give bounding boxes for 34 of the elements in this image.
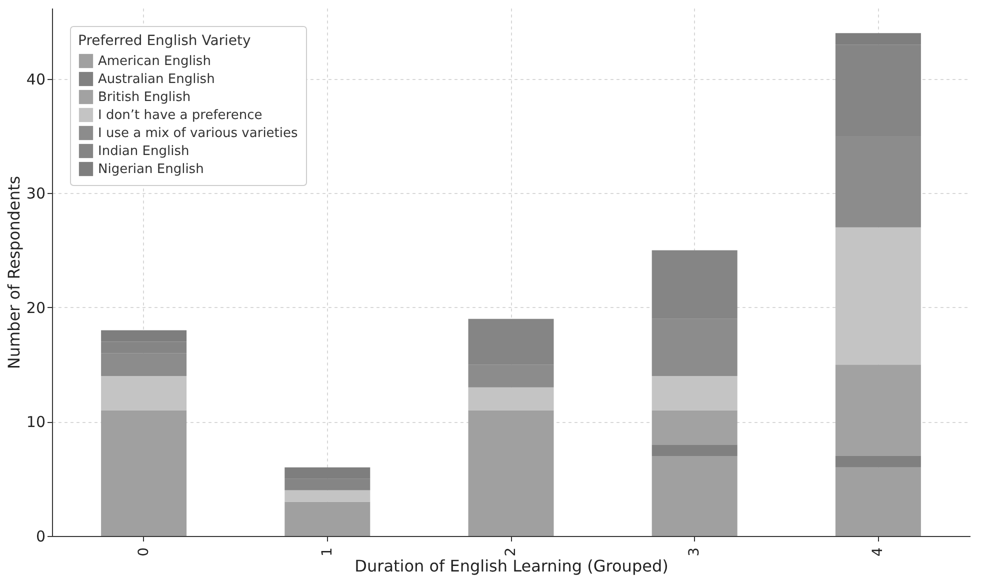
legend-label: I use a mix of various varieties <box>98 126 298 141</box>
bar <box>835 364 921 456</box>
y-tick-label: 40 <box>26 70 46 88</box>
x-tick-label: 1 <box>319 548 336 556</box>
legend-title: Preferred English Variety <box>78 33 251 49</box>
y-tick-label: 10 <box>26 413 46 432</box>
bar <box>652 410 738 445</box>
y-tick-label: 0 <box>36 528 46 546</box>
x-tick-label: 3 <box>686 548 703 556</box>
bar <box>101 410 187 536</box>
x-axis-title: Duration of English Learning (Grouped) <box>354 556 668 576</box>
bar <box>835 227 921 365</box>
x-tick-label: 0 <box>136 548 152 556</box>
bar <box>835 467 921 536</box>
legend-label: Nigerian English <box>98 162 204 177</box>
y-axis-title: Number of Respondents <box>4 176 24 370</box>
bar <box>284 502 370 536</box>
bar <box>101 376 187 410</box>
legend-label: I don’t have a preference <box>98 108 262 123</box>
x-tick-label: 2 <box>503 548 519 556</box>
x-tick-label: 4 <box>870 547 886 556</box>
y-tick-label: 30 <box>26 184 46 203</box>
bar <box>284 490 370 502</box>
legend-label: Indian English <box>98 144 190 159</box>
bar <box>468 387 554 410</box>
y-tick-label: 20 <box>26 298 46 317</box>
legend-label: Australian English <box>98 72 215 87</box>
legend-label: American English <box>98 54 211 69</box>
bar <box>652 456 738 536</box>
bar <box>835 456 921 468</box>
legend-label: British English <box>98 90 191 105</box>
bar <box>652 376 738 410</box>
bar <box>468 410 554 536</box>
bar <box>652 444 738 456</box>
